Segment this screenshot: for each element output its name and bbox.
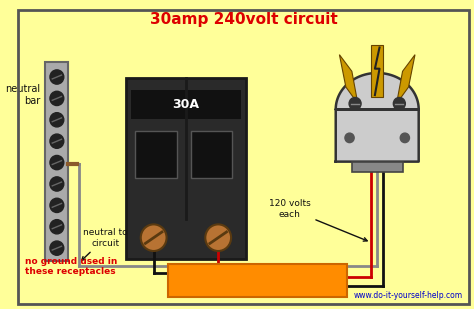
FancyBboxPatch shape <box>352 162 402 172</box>
Text: 30A: 30A <box>173 98 200 111</box>
Text: www.do-it-yourself-help.com: www.do-it-yourself-help.com <box>353 291 463 300</box>
Circle shape <box>400 133 410 143</box>
Circle shape <box>50 70 64 84</box>
FancyBboxPatch shape <box>126 78 246 259</box>
FancyBboxPatch shape <box>131 90 241 119</box>
Polygon shape <box>336 73 419 162</box>
Polygon shape <box>339 55 358 104</box>
Text: neutral to
circuit: neutral to circuit <box>82 228 128 260</box>
Circle shape <box>50 113 64 127</box>
Circle shape <box>50 241 64 255</box>
Circle shape <box>50 91 64 106</box>
Circle shape <box>393 97 405 110</box>
Text: neutral
bar: neutral bar <box>6 84 41 106</box>
Circle shape <box>141 224 166 251</box>
FancyBboxPatch shape <box>46 62 68 261</box>
Circle shape <box>50 220 64 234</box>
Circle shape <box>50 177 64 191</box>
Polygon shape <box>397 55 415 104</box>
Circle shape <box>349 97 361 110</box>
Circle shape <box>205 224 231 251</box>
Text: 10/3 cable
no ground: 10/3 cable no ground <box>231 271 283 290</box>
FancyBboxPatch shape <box>371 45 383 97</box>
Circle shape <box>50 155 64 170</box>
Text: 120 volts
each: 120 volts each <box>269 200 367 241</box>
Circle shape <box>50 198 64 213</box>
FancyBboxPatch shape <box>191 131 232 178</box>
FancyBboxPatch shape <box>168 264 347 297</box>
Circle shape <box>50 134 64 148</box>
Text: no ground used in
these receptacles: no ground used in these receptacles <box>25 257 117 276</box>
Text: 30amp 240volt circuit: 30amp 240volt circuit <box>150 11 337 27</box>
Circle shape <box>345 133 354 143</box>
FancyBboxPatch shape <box>135 131 177 178</box>
